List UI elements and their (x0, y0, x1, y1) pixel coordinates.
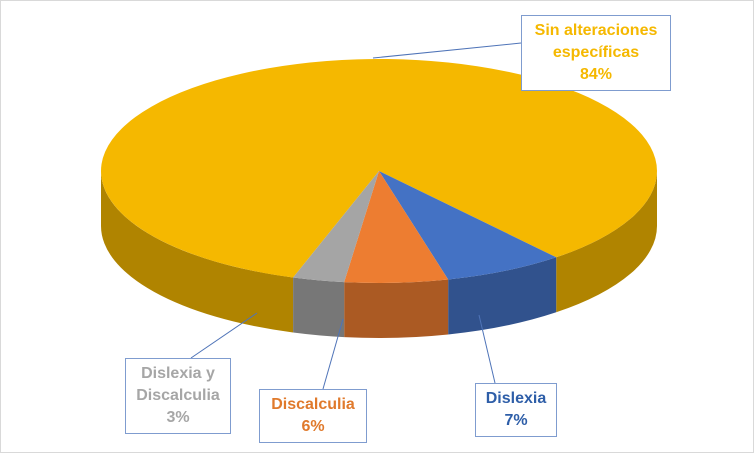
label-name: Sin alteraciones específicas (534, 22, 658, 61)
data-label: Dislexia 7% (475, 383, 557, 437)
slice-side (448, 257, 557, 335)
leader-line (478, 314, 496, 384)
slice-side (556, 171, 657, 313)
data-label: Discalculia 6% (259, 389, 367, 443)
label-value: 6% (301, 418, 325, 435)
leader-line (190, 312, 258, 359)
slice (101, 59, 658, 278)
slice-side (293, 277, 345, 338)
leader-line (372, 42, 522, 59)
slice (379, 171, 557, 280)
label-name: Discalculia (271, 396, 355, 413)
slice-side (344, 279, 449, 338)
label-value: 84% (579, 66, 613, 83)
slice (344, 171, 449, 283)
label-name: Dislexia (485, 390, 547, 407)
data-label: Dislexia y Discalculia 3% (125, 358, 231, 434)
label-value: 7% (504, 412, 528, 429)
slice (293, 171, 379, 283)
slice-side (101, 171, 294, 333)
leader-line (322, 318, 344, 390)
label-name: Dislexia y Discalculia (136, 365, 220, 404)
label-value: 3% (166, 409, 190, 426)
data-label: Sin alteraciones específicas 84% (521, 15, 671, 91)
